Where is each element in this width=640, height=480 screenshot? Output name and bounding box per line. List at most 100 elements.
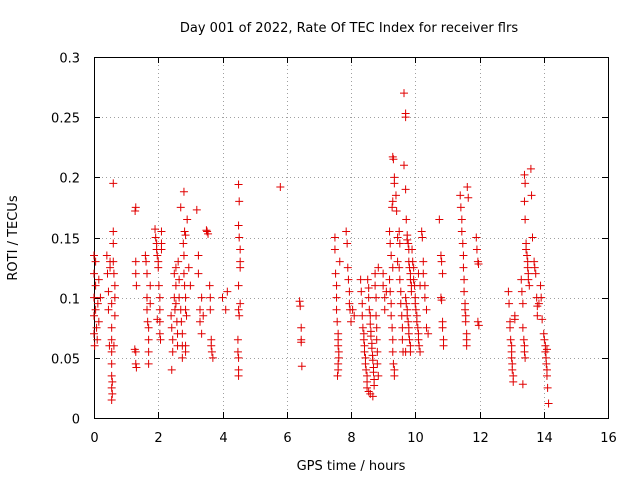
- data-point: [531, 269, 540, 278]
- data-point: [390, 371, 399, 380]
- data-point: [526, 164, 535, 173]
- data-point: [520, 170, 529, 179]
- data-point: [194, 269, 203, 278]
- data-point: [544, 399, 553, 408]
- data-point: [371, 281, 380, 290]
- data-point: [459, 251, 468, 260]
- data-point: [438, 323, 447, 332]
- data-point: [358, 311, 367, 320]
- x-tick-label: 14: [536, 431, 553, 446]
- data-point: [91, 281, 100, 290]
- data-point: [295, 297, 304, 306]
- data-point: [520, 347, 529, 356]
- y-tick-label: 0.25: [51, 112, 80, 127]
- x-tick-label: 8: [347, 431, 355, 446]
- data-point: [404, 317, 413, 326]
- data-point: [395, 275, 404, 284]
- data-point: [104, 305, 113, 314]
- data-point: [131, 203, 140, 212]
- data-point: [167, 311, 176, 320]
- data-point: [236, 263, 245, 272]
- data-point: [93, 299, 102, 308]
- data-point: [363, 383, 372, 392]
- data-point: [374, 263, 383, 272]
- data-point: [522, 245, 531, 254]
- data-point: [437, 257, 446, 266]
- data-point: [155, 293, 164, 302]
- data-point: [420, 281, 429, 290]
- data-point: [107, 299, 116, 308]
- data-point: [144, 335, 153, 344]
- data-point: [204, 229, 213, 238]
- data-point: [107, 347, 116, 356]
- data-point: [463, 182, 472, 191]
- data-point: [181, 305, 190, 314]
- data-point: [409, 275, 418, 284]
- data-point: [110, 281, 119, 290]
- data-point: [387, 311, 396, 320]
- data-point: [359, 335, 368, 344]
- data-point: [364, 284, 373, 293]
- data-point: [414, 335, 423, 344]
- x-axis-label: GPS time / hours: [297, 459, 406, 474]
- data-point: [457, 227, 466, 236]
- data-point: [131, 257, 140, 266]
- data-point: [395, 227, 404, 236]
- data-point: [236, 299, 245, 308]
- data-point: [192, 205, 201, 214]
- data-point: [534, 299, 543, 308]
- data-point: [392, 207, 401, 216]
- data-point: [179, 251, 188, 260]
- data-point: [130, 345, 139, 354]
- data-point: [543, 383, 552, 392]
- data-point: [234, 281, 243, 290]
- data-point: [236, 245, 245, 254]
- data-point: [395, 263, 404, 272]
- data-point: [153, 251, 162, 260]
- data-point: [370, 381, 379, 390]
- data-point: [168, 347, 177, 356]
- data-point: [296, 302, 305, 311]
- data-point: [108, 377, 117, 386]
- data-point: [542, 371, 551, 380]
- data-point: [109, 227, 118, 236]
- data-point: [178, 329, 187, 338]
- data-point: [143, 293, 152, 302]
- data-point: [107, 335, 116, 344]
- data-point: [366, 320, 375, 329]
- data-point: [107, 359, 116, 368]
- data-point: [401, 293, 410, 302]
- data-point: [393, 257, 402, 266]
- data-point: [167, 365, 176, 374]
- data-point: [412, 317, 421, 326]
- data-point: [372, 335, 381, 344]
- data-point: [472, 245, 481, 254]
- data-point: [368, 392, 377, 401]
- data-point: [506, 335, 515, 344]
- data-point: [344, 275, 353, 284]
- data-point: [380, 305, 389, 314]
- data-point: [358, 323, 367, 332]
- data-point: [523, 251, 532, 260]
- data-point: [207, 341, 216, 350]
- data-point: [536, 281, 545, 290]
- data-point: [235, 233, 244, 242]
- data-point: [151, 225, 160, 234]
- y-tick-label: 0.2: [59, 172, 80, 187]
- data-point: [94, 317, 103, 326]
- data-point: [171, 263, 180, 272]
- data-point: [334, 353, 343, 362]
- data-point: [521, 353, 530, 362]
- data-point: [180, 227, 189, 236]
- data-point: [131, 269, 140, 278]
- y-tick-label: 0.3: [59, 52, 80, 67]
- data-point: [96, 293, 105, 302]
- data-point: [458, 239, 467, 248]
- data-point: [108, 389, 117, 398]
- data-point: [91, 257, 100, 266]
- data-point: [401, 113, 410, 122]
- data-point: [505, 299, 514, 308]
- data-point: [539, 329, 548, 338]
- data-point: [109, 341, 118, 350]
- data-point: [390, 179, 399, 188]
